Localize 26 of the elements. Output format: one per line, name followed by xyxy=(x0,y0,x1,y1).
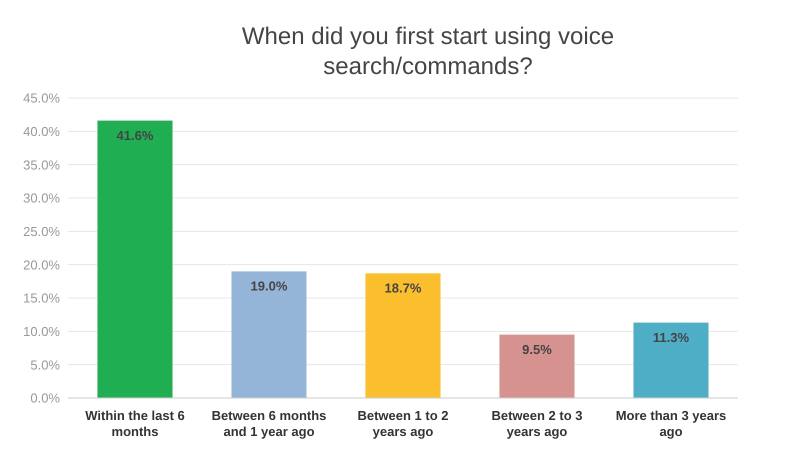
bar xyxy=(633,322,708,398)
x-tick-label: Between 2 to 3 years ago xyxy=(491,408,583,439)
x-tick-label: Between 6 months and 1 year ago xyxy=(212,408,326,439)
bar xyxy=(231,271,306,398)
data-label: 9.5% xyxy=(522,342,552,357)
data-label: 18.7% xyxy=(384,280,422,296)
y-tick-label: 45.0% xyxy=(23,90,60,106)
y-tick-label: 0.0% xyxy=(30,390,60,406)
y-tick-label: 25.0% xyxy=(23,224,60,239)
bar xyxy=(97,120,172,398)
data-label: 11.3% xyxy=(652,330,690,345)
y-tick-label: 35.0% xyxy=(23,157,60,172)
chart-title: When did you first start using voice search/commands? xyxy=(240,22,616,82)
y-tick-label: 40.0% xyxy=(23,124,60,139)
y-tick-label: 5.0% xyxy=(30,357,60,372)
bar xyxy=(499,334,574,398)
y-tick-label: 10.0% xyxy=(23,324,60,339)
x-tick-label: Within the last 6 months xyxy=(85,408,185,439)
x-tick-label: Between 1 to 2 years ago xyxy=(357,408,449,439)
y-tick-label: 20.0% xyxy=(23,257,60,272)
y-tick-label: 15.0% xyxy=(23,290,60,306)
y-tick-label: 30.0% xyxy=(23,190,60,206)
data-label: 41.6% xyxy=(116,128,154,143)
bar xyxy=(365,273,440,398)
data-label: 19.0% xyxy=(250,278,288,294)
x-tick-label: More than 3 years ago xyxy=(616,408,726,439)
